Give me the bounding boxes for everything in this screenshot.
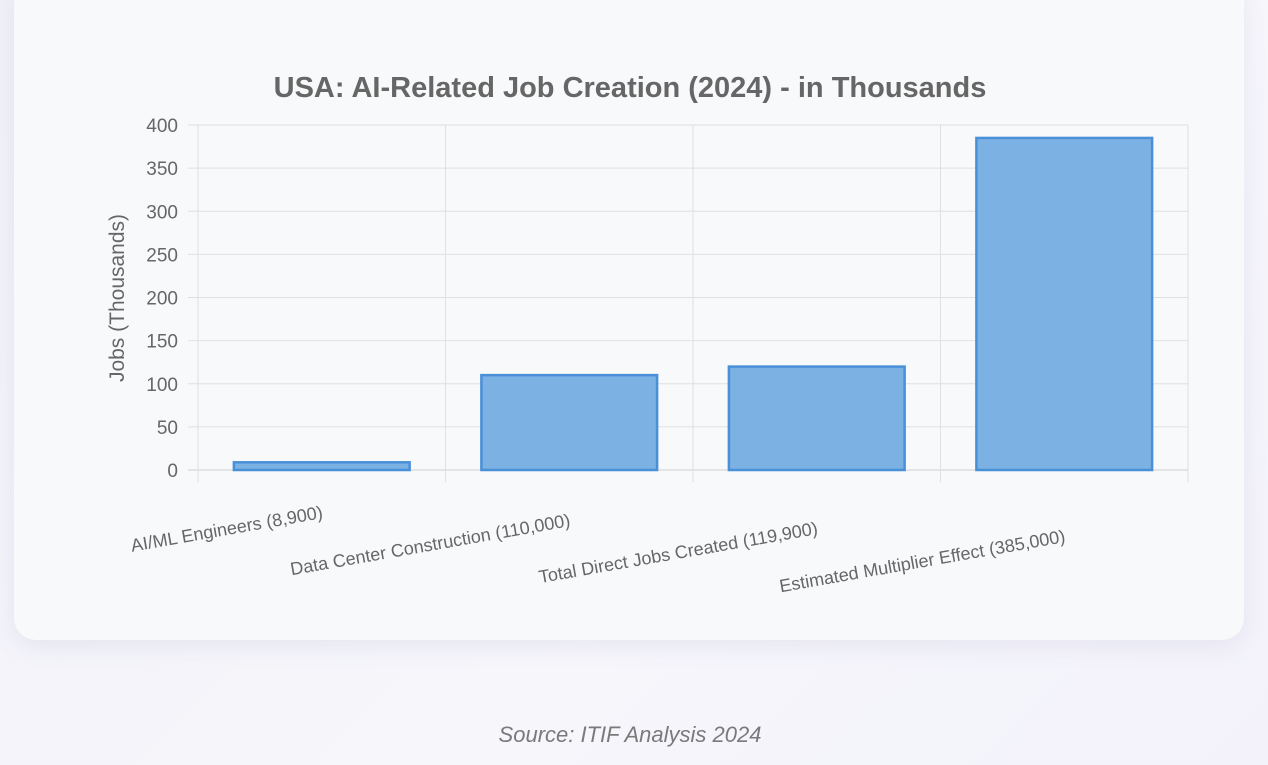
y-tick-label: 350 (146, 159, 178, 180)
y-tick-label: 250 (146, 245, 178, 266)
y-tick-label: 100 (146, 375, 178, 396)
source-note: Source: ITIF Analysis 2024 (498, 722, 762, 747)
x-tick-label: AI/ML Engineers (8,900) (129, 502, 324, 555)
y-tick-label: 200 (146, 289, 178, 310)
y-tick-label: 400 (146, 116, 178, 137)
x-tick-label: Data Center Construction (110,000) (289, 510, 572, 579)
bar (480, 373, 659, 472)
y-tick-label: 50 (157, 418, 178, 439)
y-axis-label: Jobs (Thousands) (106, 214, 129, 382)
y-tick-label: 0 (167, 461, 178, 482)
bar (975, 136, 1154, 472)
bar (727, 365, 906, 472)
y-tick-label: 150 (146, 332, 178, 353)
y-tick-label: 300 (146, 202, 178, 223)
chart-title: USA: AI-Related Job Creation (2024) - in… (274, 72, 987, 104)
bar (232, 461, 411, 472)
x-tick-label: Estimated Multiplier Effect (385,000) (778, 526, 1067, 596)
